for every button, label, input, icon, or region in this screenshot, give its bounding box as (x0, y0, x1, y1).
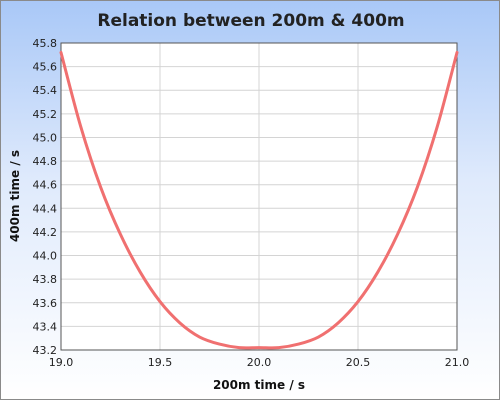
series-line (59, 50, 459, 350)
y-axis-title: 400m time / s (8, 150, 22, 242)
y-tick-label: 44.6 (33, 179, 58, 192)
y-tick-label: 44.8 (33, 155, 58, 168)
y-tick-label: 45.8 (33, 37, 58, 50)
x-tick-label: 20.5 (346, 356, 371, 369)
y-tick-label: 44.0 (33, 250, 58, 263)
chart-title: Relation between 200m & 400m (97, 11, 404, 31)
y-tick-label: 45.6 (33, 61, 58, 74)
y-tick-label: 45.4 (33, 84, 58, 97)
x-tick-label: 21.0 (445, 356, 470, 369)
y-tick-label: 45.2 (33, 108, 58, 121)
y-tick-label: 43.8 (33, 273, 58, 286)
plot-border (60, 42, 458, 351)
y-tick-label: 43.6 (33, 297, 58, 310)
x-tick-label: 20.0 (247, 356, 272, 369)
x-axis-ticks: 19.0 19.5 20.0 20.5 21.0 (49, 356, 470, 369)
y-tick-label: 45.0 (33, 131, 58, 144)
x-tick-label: 19.5 (148, 356, 173, 369)
x-tick-label: 19.0 (49, 356, 74, 369)
y-tick-label: 44.4 (33, 202, 58, 215)
y-tick-label: 44.2 (33, 226, 58, 239)
y-tick-label: 43.2 (33, 344, 58, 357)
y-axis-ticks: 43.2 43.4 43.6 43.8 44.0 44.2 44.4 44.6 44.8 45.0… (33, 37, 58, 357)
y-tick-label: 43.4 (33, 320, 58, 333)
series-layer (59, 50, 459, 350)
x-axis-title: 200m time / s (213, 378, 305, 392)
